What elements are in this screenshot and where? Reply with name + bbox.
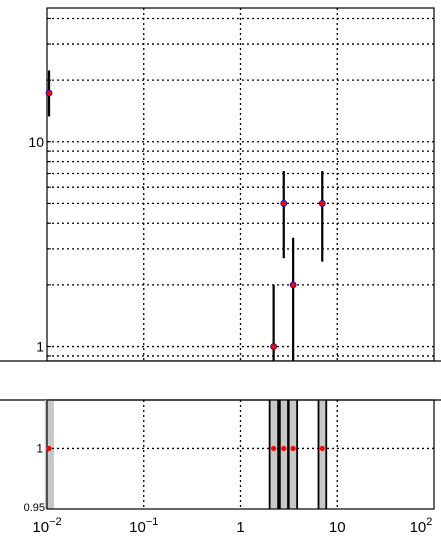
- lower-uncertainty-band: [279, 400, 289, 509]
- upper-data-point: [318, 200, 326, 207]
- lower-x-tick-label: 10: [329, 519, 346, 536]
- lower-uncertainty-band: [269, 400, 279, 509]
- upper-y-tick-label: 1: [36, 339, 44, 355]
- lower-data-point: [271, 445, 277, 452]
- panel-gap: [0, 361, 441, 400]
- lower-uncertainty-band: [44, 400, 54, 509]
- upper-data-point: [289, 281, 297, 289]
- lower-x-tick-label: 10−1: [129, 516, 158, 536]
- lower-axes-frame: [46, 399, 435, 510]
- upper-panel: 1 10: [28, 7, 435, 362]
- lower-data-point: [319, 445, 325, 452]
- lower-data-point: [281, 445, 287, 452]
- lower-x-tick-label: 1: [236, 519, 244, 536]
- upper-data-point: [45, 89, 53, 97]
- lower-y-tick-label: 0.95: [24, 502, 45, 514]
- lower-x-tick-label: 10−2: [32, 516, 61, 536]
- lower-panel: 0.95 1 10−2 10−1 1 10 102: [24, 399, 435, 536]
- lower-x-tick-label: 102: [410, 516, 433, 536]
- lower-data-point: [290, 445, 296, 452]
- upper-data-point: [280, 200, 288, 207]
- lower-uncertainty-band: [318, 400, 327, 509]
- upper-data-point: [270, 343, 278, 350]
- lower-data-point: [46, 445, 52, 452]
- lower-uncertainty-band: [288, 400, 298, 509]
- upper-y-tick-label: 10: [28, 134, 44, 150]
- lower-y-tick-label: 1: [36, 441, 43, 455]
